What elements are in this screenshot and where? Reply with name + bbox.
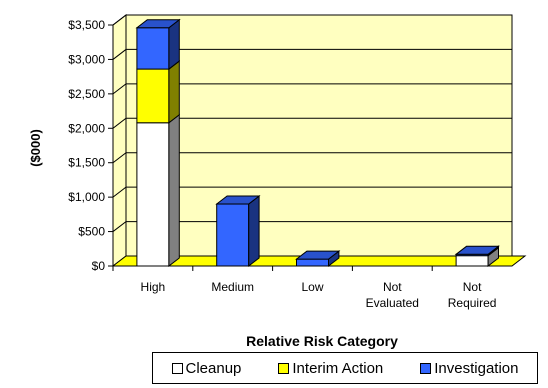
y-tick-label: $2,500 [68,87,105,101]
x-tick-label: Not [383,280,402,294]
bar-top [454,245,500,255]
y-tick-label: $3,000 [68,52,105,66]
legend-item-interim-action: Interim Action [278,360,383,377]
bar-segment [136,68,170,124]
bar-segment [216,203,250,267]
legend-item-cleanup: Cleanup [171,359,242,377]
bar-segment [136,27,170,70]
bar-segment [136,122,170,267]
y-tick-label: $1,500 [68,156,105,170]
bar-side [168,60,180,124]
bar-side [168,113,180,268]
legend-swatch-cleanup [171,362,183,374]
gridline [112,117,512,129]
y-tick-label: $500 [78,225,105,239]
bar-side [248,195,260,268]
bar-top [295,250,341,260]
legend-label-investigation: Investigation [434,359,519,377]
chart-walls [112,13,513,268]
x-axis-ticks: High Medium Low Not Evaluated Not Required [112,266,497,310]
gridline [112,186,512,198]
legend-swatch-investigation [420,362,432,374]
legend-swatch-interim-action [278,362,290,374]
x-tick-label: Low [301,280,323,294]
x-tick-label: Required [448,296,497,310]
bar-segment [455,255,489,267]
bars [135,18,500,268]
x-tick-label: Not [463,280,482,294]
legend-item-investigation: Investigation [420,359,519,377]
gridline [112,14,512,26]
side-wall [112,13,127,268]
legend-label-cleanup: Cleanup [185,359,242,377]
gridline [112,48,512,60]
bar-top [135,19,181,29]
gridline [112,152,512,164]
x-tick-label: Evaluated [366,296,419,310]
back-wall [125,14,513,257]
gridline [112,83,512,95]
legend: Cleanup Interim Action Investigation [152,352,538,384]
y-axis-label: ($000) [28,129,43,167]
y-tick-label: $3,500 [68,18,105,32]
bar-top [215,195,261,205]
x-tick-label: High [141,280,166,294]
x-axis-label: Relative Risk Category [246,333,398,349]
y-tick-label: $2,000 [68,121,105,135]
gridlines [112,14,512,232]
x-tick-label: Medium [211,280,254,294]
bar-segment [296,258,329,267]
legend-label-interim-action: Interim Action [292,359,384,377]
gridline [112,221,512,232]
y-tick-label: $0 [92,259,106,273]
y-tick-label: $1,000 [68,190,105,204]
y-axis-ticks: $0 $500 $1,000 $1,500 $2,000 $2,500 $3,000 $3,5… [68,18,114,273]
